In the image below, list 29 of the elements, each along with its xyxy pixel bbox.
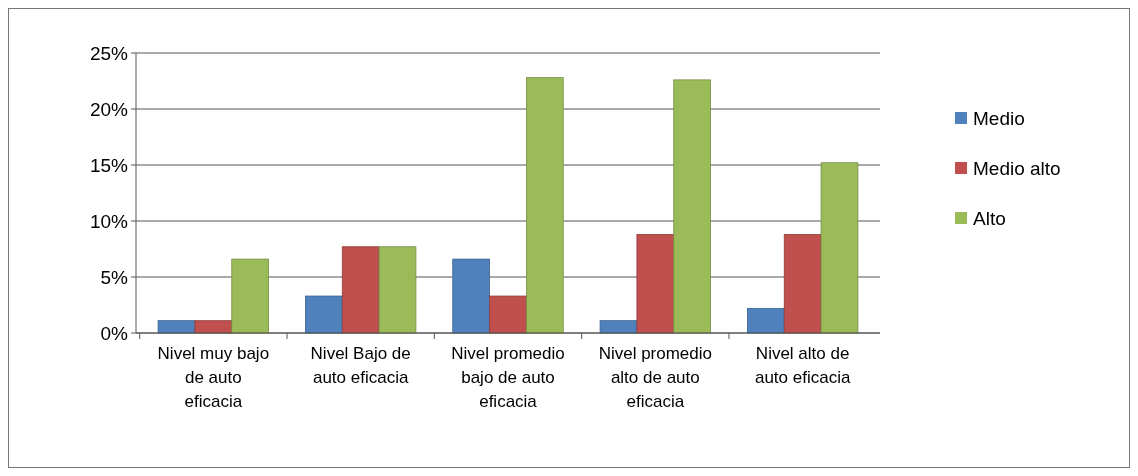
bar	[820, 162, 859, 334]
bar	[673, 79, 711, 334]
bar	[599, 320, 638, 334]
legend-label: Alto	[973, 207, 1006, 229]
bar	[378, 246, 417, 334]
bar	[636, 234, 675, 334]
bar	[305, 295, 343, 334]
y-tick-label: 0%	[100, 322, 129, 344]
x-tick-label: Nivel promedio bajo de auto eficacia	[451, 344, 565, 411]
y-tick-label: 25%	[89, 42, 129, 64]
y-tick-label: 15%	[89, 154, 129, 176]
bar	[194, 320, 233, 334]
y-tick-label: 5%	[100, 266, 129, 288]
bar	[157, 320, 196, 334]
bar	[489, 295, 527, 334]
y-tick-label: 20%	[89, 98, 129, 120]
y-tick-label: 10%	[89, 210, 129, 232]
bar	[452, 258, 490, 334]
legend-label: Medio alto	[973, 157, 1061, 179]
bar	[747, 307, 785, 334]
legend-label: Medio	[973, 107, 1025, 129]
bar	[526, 77, 564, 334]
bar	[341, 246, 380, 334]
bar	[231, 258, 269, 334]
x-tick-label: Nivel Bajo de auto eficacia	[310, 344, 411, 387]
x-tick-label: Nivel promedio alto de auto eficacia	[598, 344, 713, 411]
x-tick-label: Nivel alto de auto eficacia	[754, 344, 851, 387]
x-tick-label: Nivel muy bajo de auto eficacia	[157, 344, 270, 411]
bar	[783, 234, 822, 334]
